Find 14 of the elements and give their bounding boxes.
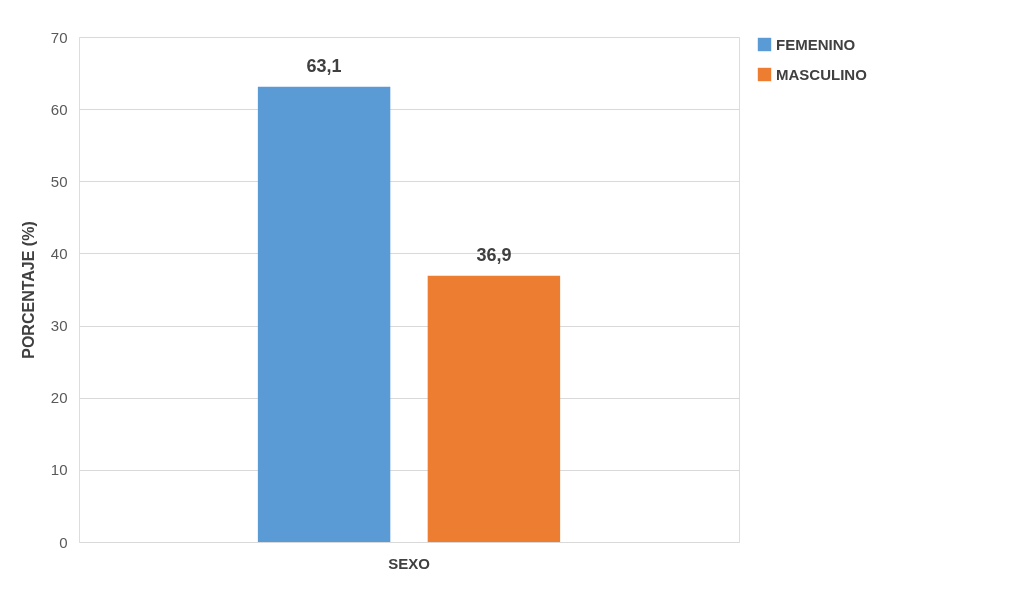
legend-label: MASCULINO — [776, 65, 868, 83]
x-tick-label: SEXO — [388, 554, 431, 572]
y-tick-label: 70 — [50, 28, 68, 46]
data-label: 36,9 — [476, 244, 512, 265]
y-tick-label: 0 — [59, 533, 68, 551]
y-tick-label: 30 — [50, 317, 68, 335]
y-tick-label: 20 — [50, 389, 68, 407]
y-tick-label: 50 — [50, 172, 68, 190]
y-tick-label: 40 — [50, 244, 68, 262]
y-tick-label: 60 — [50, 100, 68, 118]
y-axis-title: PORCENTAJE (%) — [19, 221, 37, 359]
legend-label: FEMENINO — [776, 35, 856, 53]
data-label: 63,1 — [306, 55, 342, 76]
y-tick-label: 10 — [50, 461, 68, 479]
